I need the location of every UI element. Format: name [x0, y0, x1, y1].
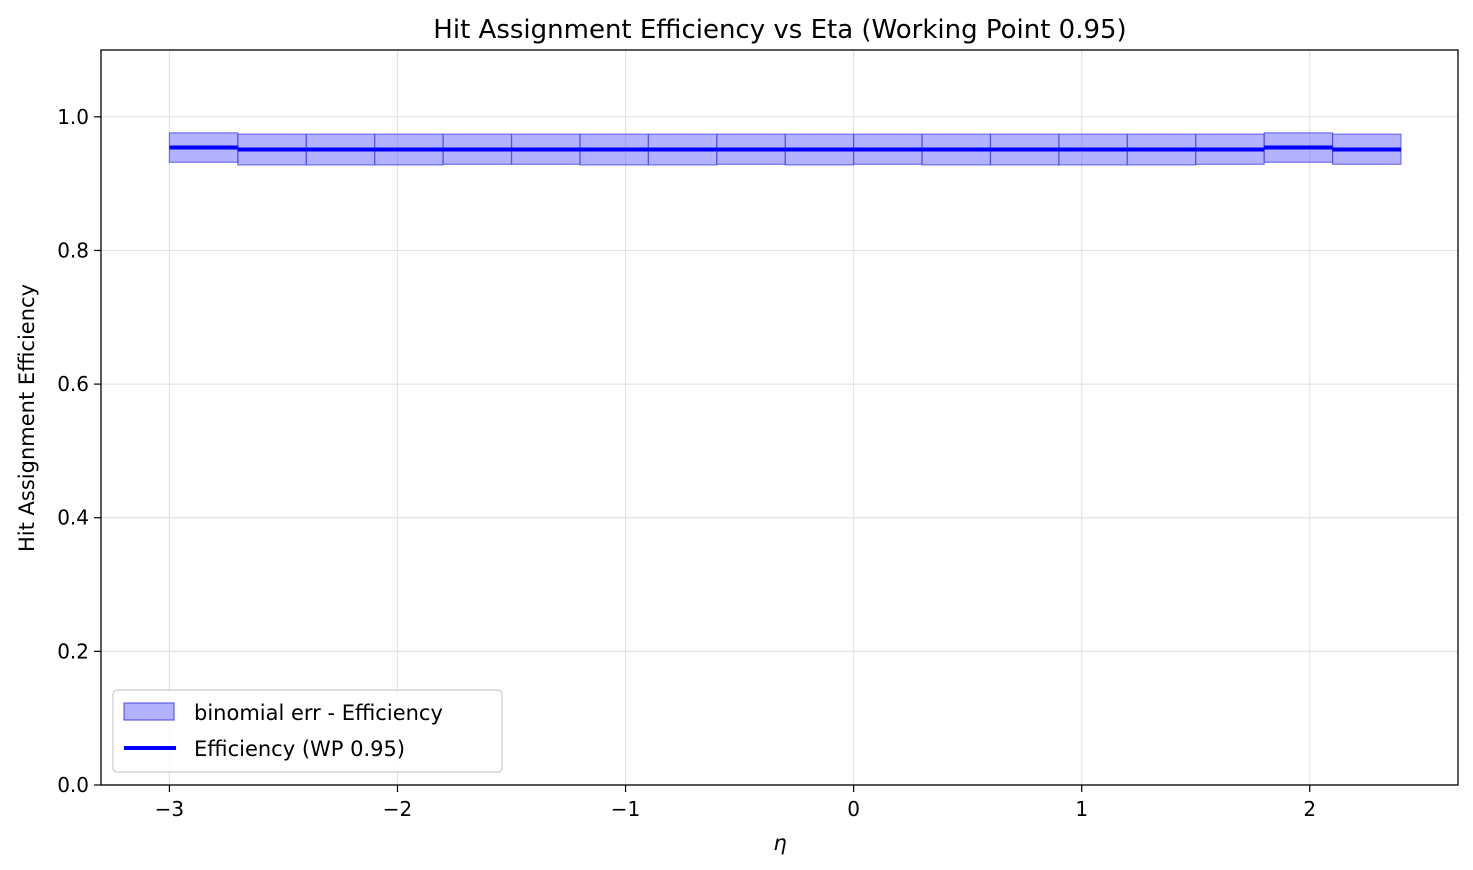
- y-tick-label: 1.0: [57, 105, 89, 129]
- x-tick-label: −3: [155, 797, 184, 821]
- x-tick-label: −1: [611, 797, 640, 821]
- efficiency-line: [169, 145, 1401, 152]
- x-ticks: −3 −2 −1 0 1 2: [155, 785, 1316, 821]
- y-tick-label: 0.8: [57, 238, 89, 262]
- plot-frame: [100, 49, 1459, 786]
- y-ticks: 0.0 0.2 0.4 0.6 0.8 1.0: [57, 105, 101, 797]
- y-tick-label: 0.4: [57, 506, 89, 530]
- legend-swatch-band: [123, 702, 175, 721]
- x-tick-label: 0: [847, 797, 860, 821]
- x-axis-label: η: [773, 831, 786, 855]
- chart-title: Hit Assignment Efficiency vs Eta (Workin…: [433, 15, 1126, 45]
- y-tick-label: 0.6: [57, 372, 89, 396]
- legend-label-line: Efficiency (WP 0.95): [194, 737, 405, 761]
- legend-frame: [112, 689, 503, 773]
- y-tick-label: 0.2: [57, 639, 89, 663]
- y-axis-label: Hit Assignment Efficiency: [15, 284, 39, 552]
- legend: binomial err - Efficiency Efficiency (WP…: [112, 689, 503, 773]
- legend-label-band: binomial err - Efficiency: [194, 701, 443, 725]
- x-tick-label: 2: [1303, 797, 1316, 821]
- y-tick-label: 0.0: [57, 773, 89, 797]
- x-tick-label: 1: [1075, 797, 1088, 821]
- x-tick-label: −2: [383, 797, 412, 821]
